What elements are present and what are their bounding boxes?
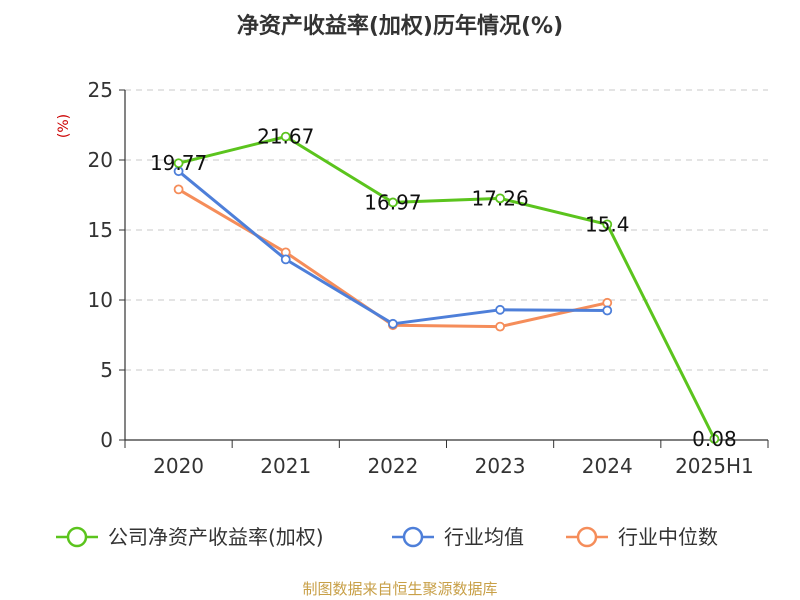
data-label: 19.77	[150, 151, 207, 175]
x-tick-label: 2020	[153, 454, 204, 478]
y-axis-label: (%)	[56, 114, 72, 138]
y-tick-label: 10	[88, 288, 113, 312]
x-tick-label: 2022	[367, 454, 418, 478]
series-point-2	[173, 184, 184, 195]
series-line-0	[178, 135, 716, 440]
series-point-1	[388, 318, 398, 329]
series-point-0	[602, 219, 613, 230]
y-tick-label: 5	[100, 358, 113, 382]
source-note: 制图数据来自恒生聚源数据库	[302, 580, 497, 598]
legend-marker-2	[576, 526, 598, 548]
legend: 公司净资产收益率(加权) 行业均值 行业中位数	[56, 525, 718, 549]
y-tick-label: 25	[88, 78, 113, 102]
axes: 0 5 10 15 20 25 2020 2021 2022 2023 2024 2025H1	[88, 78, 769, 478]
series-group	[173, 131, 720, 444]
series-point-0	[388, 197, 398, 208]
x-tick-label: 2023	[475, 454, 526, 478]
series-point-0	[173, 158, 184, 169]
x-tick-label: 2021	[260, 454, 311, 478]
legend-label-0: 公司净资产收益率(加权)	[108, 525, 324, 549]
series-point-1	[280, 254, 291, 265]
gridlines	[125, 89, 768, 371]
legend-label-2: 行业中位数	[618, 525, 718, 549]
data-label: 21.67	[257, 125, 314, 149]
data-label: 16.97	[364, 190, 421, 214]
x-tick-label: 2024	[582, 454, 633, 478]
chart-title: 净资产收益率(加权)历年情况(%)	[237, 13, 563, 39]
y-tick-label: 15	[88, 218, 113, 242]
series-point-1	[602, 305, 613, 316]
x-tick-label: 2025H1	[675, 454, 754, 478]
series-point-0	[709, 433, 720, 444]
series-point-2	[602, 297, 613, 308]
data-label: 17.26	[471, 186, 528, 210]
data-label: 0.08	[692, 427, 737, 451]
data-labels: 19.77 21.67 16.97 17.26 15.4 0.08	[150, 125, 737, 451]
data-label: 15.4	[585, 212, 630, 236]
series-point-1	[495, 304, 505, 315]
legend-marker-0	[66, 526, 88, 548]
y-tick-label: 0	[100, 428, 113, 452]
series-point-2	[495, 321, 505, 332]
legend-label-1: 行业均值	[444, 525, 524, 549]
series-point-0	[495, 193, 505, 204]
series-point-0	[280, 131, 291, 142]
legend-marker-1	[402, 526, 424, 548]
y-tick-label: 20	[88, 148, 113, 172]
